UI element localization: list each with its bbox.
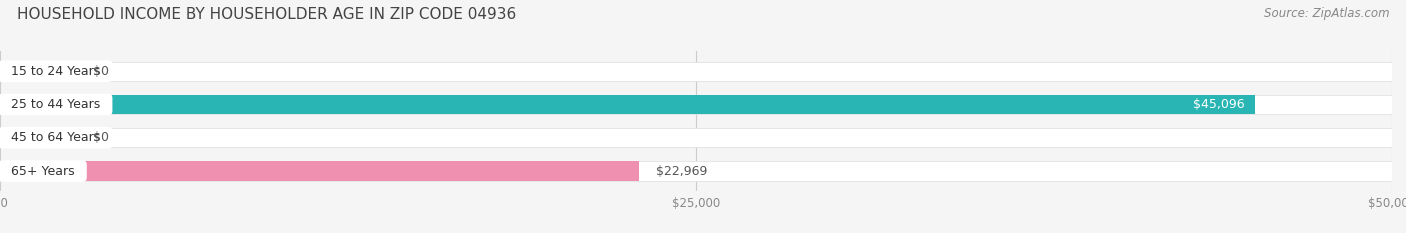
Text: 15 to 24 Years: 15 to 24 Years — [3, 65, 108, 78]
Text: 65+ Years: 65+ Years — [3, 164, 83, 178]
Bar — [0, 161, 1392, 181]
Text: $22,969: $22,969 — [657, 164, 707, 178]
Bar — [0, 62, 1392, 81]
Bar — [0, 62, 76, 81]
Bar — [0, 128, 76, 147]
Text: $0: $0 — [93, 65, 110, 78]
Bar — [0, 95, 1256, 114]
Text: $45,096: $45,096 — [1192, 98, 1244, 111]
Bar — [0, 95, 1392, 114]
Bar — [0, 128, 1392, 147]
Text: Source: ZipAtlas.com: Source: ZipAtlas.com — [1264, 7, 1389, 20]
Text: 45 to 64 Years: 45 to 64 Years — [3, 131, 108, 144]
Text: $0: $0 — [93, 131, 110, 144]
Text: HOUSEHOLD INCOME BY HOUSEHOLDER AGE IN ZIP CODE 04936: HOUSEHOLD INCOME BY HOUSEHOLDER AGE IN Z… — [17, 7, 516, 22]
Bar — [0, 161, 640, 181]
Text: 25 to 44 Years: 25 to 44 Years — [3, 98, 108, 111]
